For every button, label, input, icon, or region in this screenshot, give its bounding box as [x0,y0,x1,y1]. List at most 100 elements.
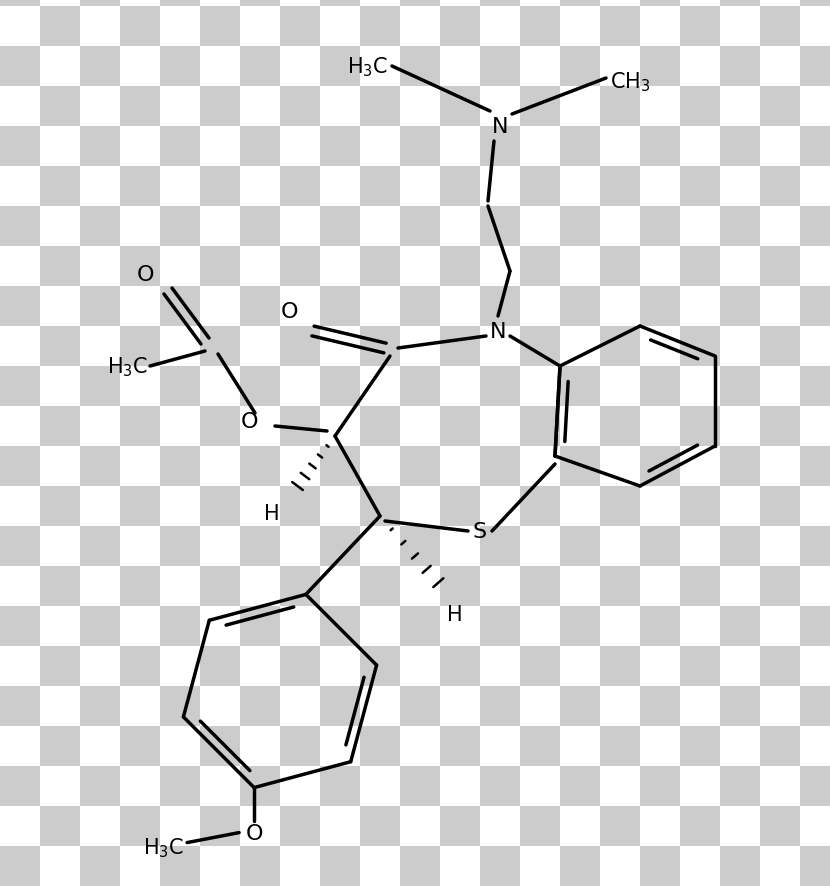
Bar [120,806,160,846]
Bar [200,87,240,127]
Bar [360,367,400,407]
Bar [400,687,440,727]
Bar [80,727,120,766]
Bar [360,646,400,687]
Bar [560,687,600,727]
Bar [560,846,600,886]
Bar [280,7,320,47]
Bar [280,687,320,727]
Bar [520,327,560,367]
Bar [800,606,830,646]
Bar [320,687,360,727]
Bar [400,846,440,886]
Bar [200,327,240,367]
Bar [400,606,440,646]
Bar [760,7,800,47]
Bar [760,87,800,127]
Bar [800,327,830,367]
Bar [400,47,440,87]
Bar [160,327,200,367]
Bar [480,206,520,246]
Bar [640,327,680,367]
Text: S: S [473,522,487,541]
Bar [0,727,40,766]
Bar [40,606,80,646]
Bar [800,566,830,606]
Bar [360,127,400,167]
Bar [560,367,600,407]
Bar [0,646,40,687]
Bar [560,806,600,846]
Bar [480,87,520,127]
Bar [240,606,280,646]
Bar [0,367,40,407]
Bar [440,167,480,206]
Bar [600,246,640,287]
Bar [400,246,440,287]
Bar [40,447,80,486]
Bar [400,87,440,127]
Bar [480,367,520,407]
Bar [400,566,440,606]
Bar [0,766,40,806]
Bar [280,167,320,206]
Bar [800,806,830,846]
Bar [320,606,360,646]
Bar [680,727,720,766]
Bar [600,766,640,806]
Bar [160,526,200,566]
Text: H: H [447,604,463,625]
Bar [40,846,80,886]
Bar [640,246,680,287]
Text: H: H [264,503,280,524]
Bar [120,7,160,47]
Bar [800,367,830,407]
Bar [160,287,200,327]
Bar [520,846,560,886]
Bar [720,486,760,526]
Bar [640,766,680,806]
Bar [120,367,160,407]
Bar [640,606,680,646]
Bar [600,47,640,87]
Bar [560,127,600,167]
Bar [160,167,200,206]
Bar [0,566,40,606]
Bar [680,447,720,486]
Bar [320,47,360,87]
Bar [120,606,160,646]
Bar [720,7,760,47]
Bar [640,687,680,727]
Bar [640,287,680,327]
Bar [360,246,400,287]
Bar [80,167,120,206]
Bar [280,367,320,407]
Bar [80,206,120,246]
Bar [40,367,80,407]
Bar [120,526,160,566]
Bar [560,727,600,766]
Bar [280,766,320,806]
Bar [40,486,80,526]
Bar [400,447,440,486]
Bar [400,367,440,407]
Bar [720,687,760,727]
Bar [240,206,280,246]
Bar [0,846,40,886]
Bar [400,7,440,47]
Bar [0,7,40,47]
Bar [200,367,240,407]
Bar [520,407,560,447]
Bar [720,407,760,447]
Bar [400,806,440,846]
Bar [320,846,360,886]
Bar [80,526,120,566]
Bar [320,0,360,7]
Bar [120,327,160,367]
Bar [760,606,800,646]
Bar [480,407,520,447]
Bar [160,566,200,606]
Bar [600,687,640,727]
Bar [440,246,480,287]
Bar [640,167,680,206]
